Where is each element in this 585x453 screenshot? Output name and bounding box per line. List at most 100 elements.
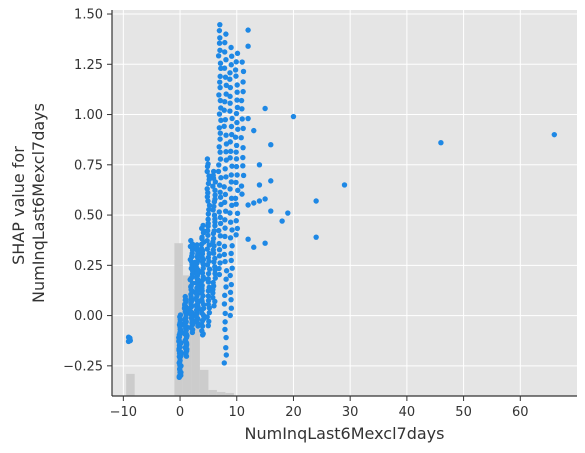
scatter-point (227, 186, 233, 192)
scatter-point (285, 210, 291, 216)
scatter-point (228, 172, 235, 178)
scatter-point (216, 253, 223, 259)
scatter-point (251, 200, 257, 206)
y-tick-label: 1.50 (74, 8, 103, 23)
scatter-point (206, 242, 212, 248)
scatter-point (217, 47, 223, 54)
scatter-point (216, 247, 223, 253)
x-axis-ticks: −10 0 10 20 30 40 50 60 (110, 396, 529, 420)
scatter-point (229, 227, 235, 233)
scatter-point (217, 130, 224, 136)
scatter-point (245, 43, 251, 49)
scatter-point (216, 125, 223, 131)
scatter-point (223, 352, 230, 358)
scatter-point (217, 79, 223, 85)
scatter-point (216, 162, 222, 168)
y-axis-title: SHAP value for NumInqLast6Mexcl7days (9, 103, 48, 303)
scatter-point (227, 148, 234, 155)
scatter-point (268, 141, 274, 148)
scatter-point (221, 251, 228, 258)
scatter-point (222, 292, 228, 299)
histogram-bar (191, 309, 200, 396)
x-tick-label: 10 (228, 405, 245, 420)
scatter-point (210, 183, 216, 189)
scatter-point (205, 190, 211, 196)
scatter-point (245, 27, 251, 33)
scatter-point (206, 206, 212, 213)
scatter-point (227, 210, 233, 216)
scatter-point (216, 265, 222, 272)
scatter-points (125, 21, 558, 381)
scatter-point (227, 84, 234, 91)
scatter-point (233, 232, 239, 238)
scatter-point (233, 163, 240, 170)
scatter-point (313, 234, 319, 240)
scatter-point (216, 111, 223, 117)
scatter-point (222, 98, 228, 105)
scatter-point (234, 50, 241, 57)
scatter-point (235, 126, 241, 132)
scatter-point (279, 218, 285, 224)
scatter-point (205, 293, 212, 299)
scatter-point (233, 156, 240, 162)
y-axis-ticks: −0.25 0.00 0.25 0.50 0.75 1.00 1.25 1.50 (63, 8, 112, 374)
scatter-point (215, 53, 222, 59)
scatter-point (232, 67, 239, 73)
scatter-point (205, 301, 212, 308)
scatter-point (217, 60, 224, 66)
scatter-point (256, 198, 263, 204)
histogram-bar (216, 391, 226, 396)
scatter-point (251, 127, 257, 134)
scatter-point (204, 314, 210, 320)
scatter-point (222, 49, 228, 55)
scatter-point (227, 272, 233, 279)
scatter-point (125, 334, 132, 340)
scatter-point (256, 182, 263, 188)
scatter-point (232, 195, 239, 202)
scatter-point (221, 184, 227, 190)
scatter-point (200, 274, 206, 280)
scatter-point (200, 222, 206, 229)
scatter-point (210, 247, 216, 253)
scatter-point (233, 201, 239, 207)
scatter-point (228, 123, 235, 130)
scatter-point (222, 326, 228, 333)
scatter-point (234, 82, 240, 88)
scatter-point (245, 202, 251, 208)
scatter-point (262, 196, 268, 202)
scatter-point (217, 214, 223, 221)
scatter-point (217, 149, 223, 155)
scatter-point (223, 284, 229, 290)
scatter-point (234, 97, 240, 103)
scatter-point (234, 104, 241, 111)
scatter-point (234, 119, 240, 126)
y-tick-label: 0.75 (74, 158, 103, 173)
scatter-point (227, 76, 233, 82)
scatter-point (228, 62, 234, 68)
scatter-point (216, 271, 223, 278)
scatter-point (204, 194, 211, 200)
scatter-point (227, 312, 233, 319)
scatter-point (251, 244, 257, 250)
scatter-point (238, 97, 245, 104)
scatter-point (234, 225, 241, 232)
y-tick-label: 0.25 (74, 259, 103, 274)
scatter-point (227, 100, 233, 106)
scatter-point (211, 203, 217, 210)
scatter-point (210, 235, 217, 242)
scatter-point (245, 115, 251, 122)
scatter-point (211, 303, 217, 309)
scatter-point (239, 191, 245, 197)
scatter-point (238, 135, 244, 141)
scatter-point (205, 211, 212, 217)
scatter-point (221, 123, 227, 130)
scatter-point (240, 163, 246, 169)
scatter-point (245, 236, 251, 242)
scatter-point (268, 178, 274, 184)
scatter-point (199, 282, 205, 289)
scatter-point (222, 217, 228, 223)
x-tick-label: 30 (342, 405, 359, 420)
scatter-point (222, 116, 229, 123)
scatter-point (234, 210, 241, 217)
